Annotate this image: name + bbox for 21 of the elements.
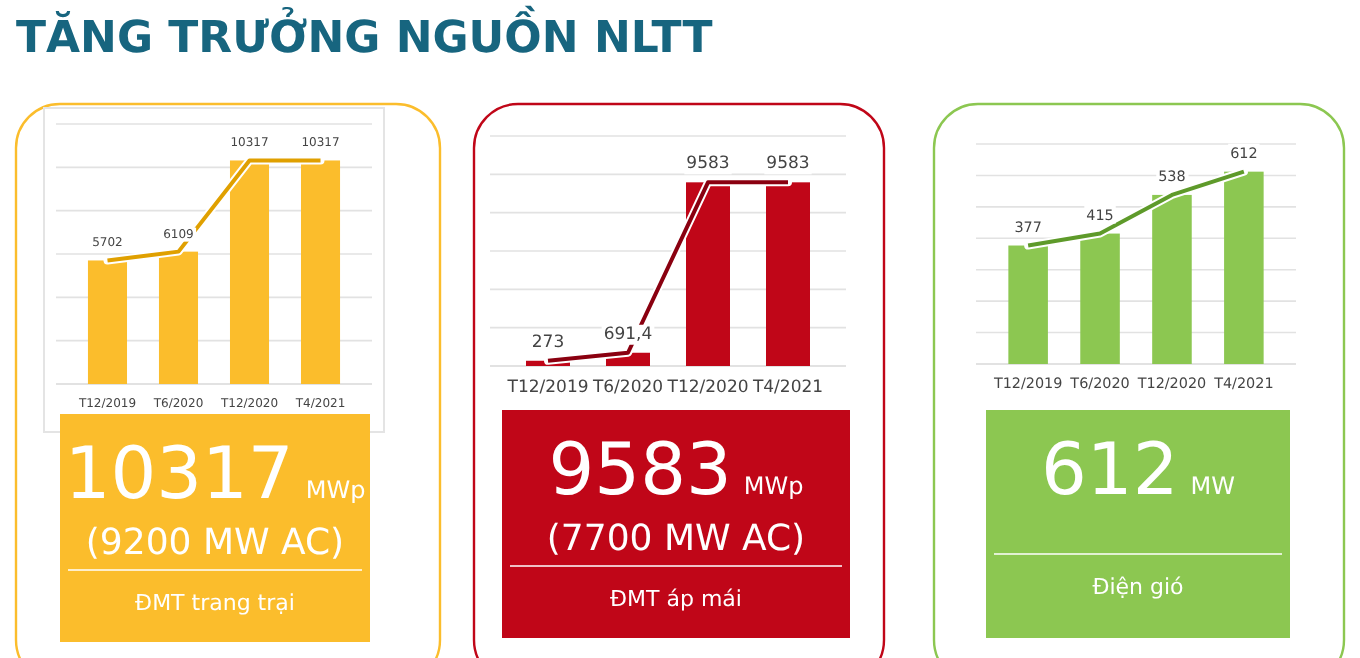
x-tick-label: T12/2019 (505, 378, 589, 399)
data-label: 691,4 (603, 324, 653, 345)
x-tick-label: T4/2021 (750, 378, 824, 399)
data-label: 9583 (766, 154, 810, 175)
text: Điện gió (1092, 574, 1185, 600)
text: 9583 MWp (548, 430, 804, 512)
text: ĐMT áp mái (610, 586, 742, 612)
bar (1224, 171, 1264, 364)
text: (9200 MW AC) (85, 522, 345, 564)
text: (7700 MW AC) (546, 518, 806, 560)
bar (1008, 245, 1048, 364)
x-tick-label: T12/2020 (665, 378, 749, 399)
data-label: 9583 (686, 154, 730, 175)
bar (1080, 233, 1120, 364)
bar (1152, 194, 1192, 364)
x-tick-label: T6/2020 (590, 378, 664, 399)
text: ĐMT trang trại (135, 590, 295, 616)
data-label: 273 (531, 332, 565, 353)
text: 612 MW (1041, 430, 1236, 512)
text: 10317 MWp (64, 434, 366, 516)
chart-title: TĂNG TRƯỞNG NGUỒN NLTT (16, 4, 713, 64)
